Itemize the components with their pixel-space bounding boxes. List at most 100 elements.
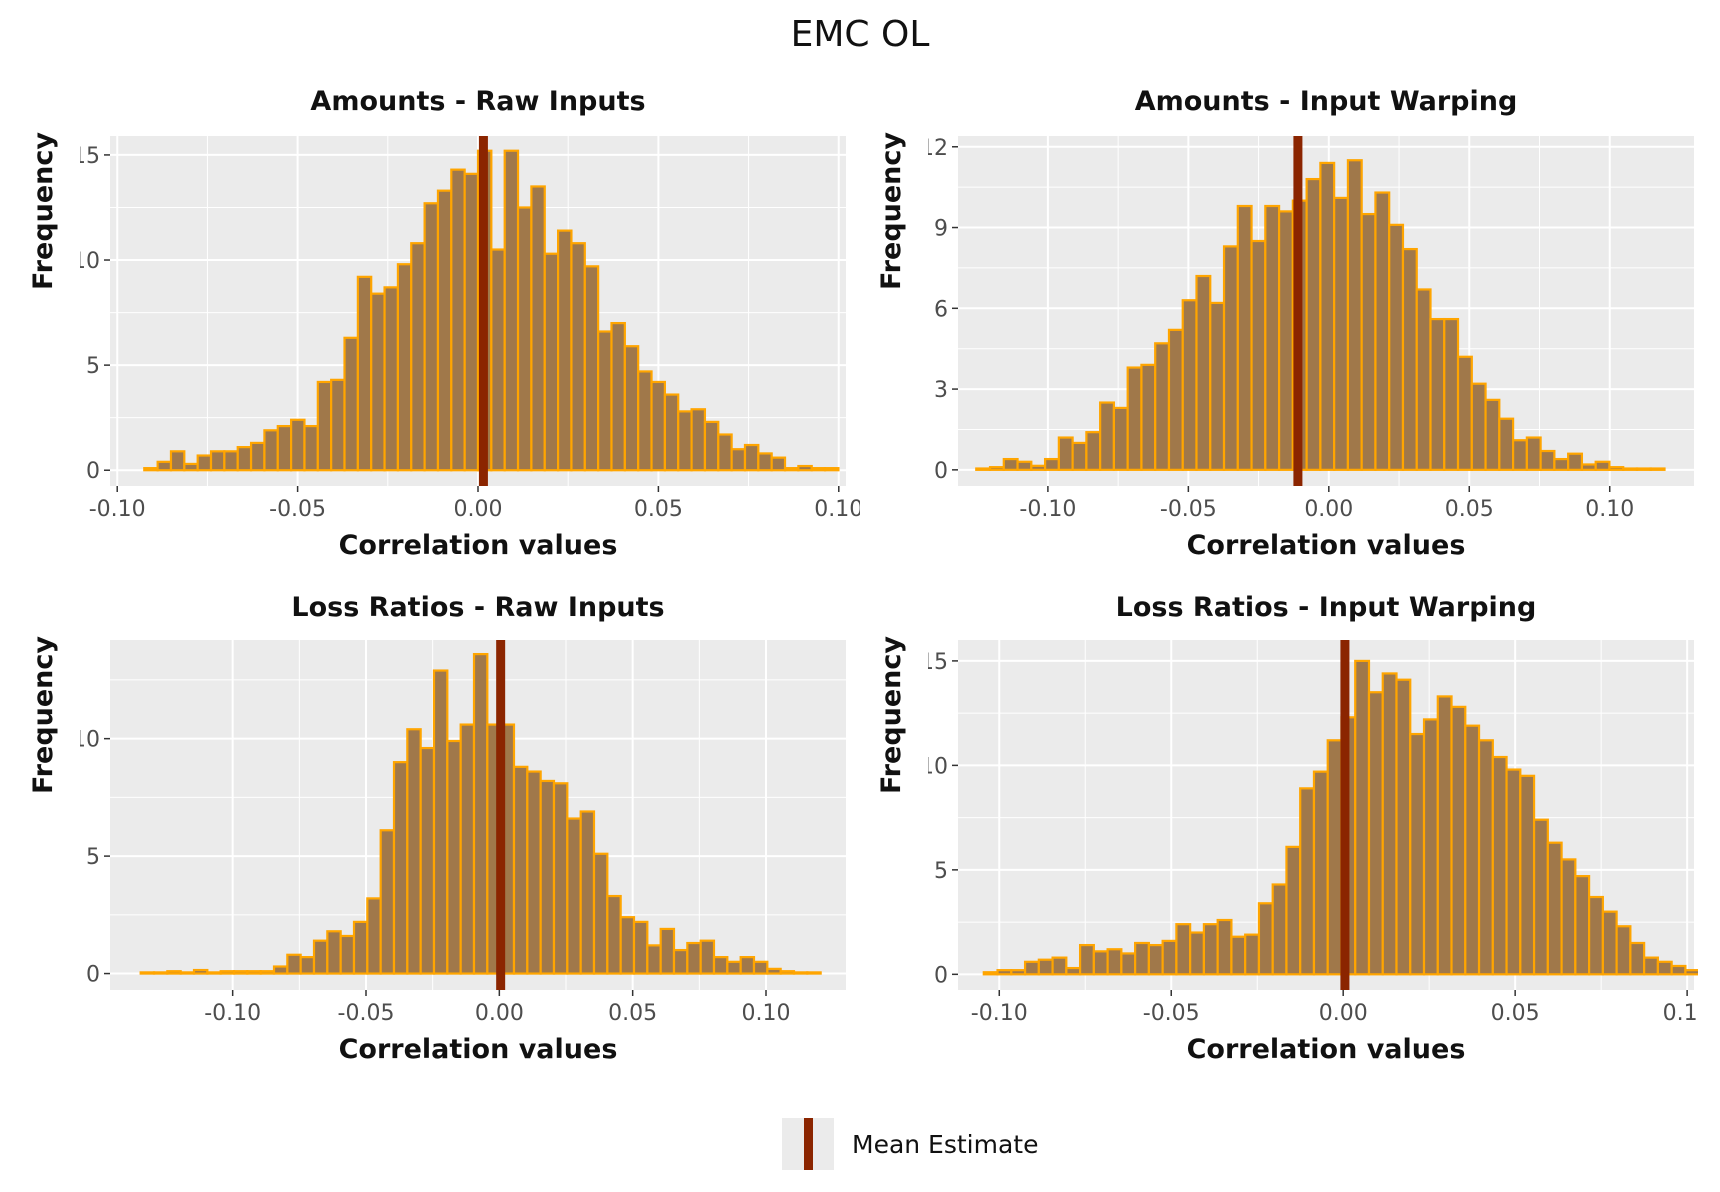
x-tick-label: 0.10 — [742, 1001, 791, 1026]
x-tick-label: -0.05 — [269, 497, 326, 522]
histogram-bar — [1010, 969, 1027, 976]
histogram-bar — [592, 852, 609, 975]
x-tick-label: 0.00 — [1319, 1001, 1368, 1026]
histogram-bar — [779, 970, 796, 975]
x-tick-label: 0.00 — [475, 1001, 524, 1026]
histogram-bar — [1532, 818, 1549, 976]
histogram-bar — [1381, 672, 1398, 976]
histogram-bar — [637, 370, 653, 472]
histogram-bar — [503, 149, 520, 472]
histogram-bar — [552, 782, 569, 975]
histogram-bar — [1305, 177, 1322, 471]
histogram-bar — [690, 408, 707, 472]
x-tick-label: -0.10 — [204, 1001, 261, 1026]
histogram-bar — [1656, 960, 1673, 976]
histogram-bar — [1065, 966, 1082, 976]
histogram-bar — [1601, 910, 1618, 976]
x-tick-label: 0.10 — [1663, 1001, 1698, 1026]
histogram-bar — [659, 927, 676, 975]
ylabel-loss-raw: Frequency — [28, 635, 59, 795]
histogram-bar — [597, 330, 613, 472]
histogram-bar — [1230, 935, 1247, 976]
histogram-bar — [1546, 841, 1563, 976]
histogram-bar — [1360, 212, 1377, 471]
histogram-bar — [326, 930, 342, 975]
histogram-bar — [1649, 467, 1666, 471]
histogram-bar — [1277, 210, 1294, 471]
histogram-bar — [192, 968, 209, 975]
y-tick-label: 0 — [86, 459, 100, 484]
histogram-bar — [472, 652, 489, 975]
histogram-bar — [770, 456, 787, 472]
histogram-bar — [1333, 196, 1350, 471]
histogram-bar — [1629, 941, 1646, 976]
histogram-bar — [156, 460, 173, 472]
x-tick-label: 0.00 — [1304, 497, 1353, 522]
histogram-bar — [1519, 774, 1536, 976]
histogram-bar — [1222, 245, 1239, 471]
histogram-bar — [797, 464, 813, 472]
histogram-bar — [712, 956, 729, 975]
xlabel-amounts-raw: Correlation values — [338, 530, 618, 561]
histogram-bar — [219, 970, 236, 975]
histogram-bar — [610, 321, 626, 472]
chart-amounts-raw-inputs: -0.10 -0.05 0.00 0.05 0.10 0 5 10 15 — [80, 136, 860, 522]
histogram-bar — [672, 948, 689, 975]
histogram-bar — [686, 941, 702, 975]
y-tick-label: 0 — [934, 963, 948, 988]
histogram-bar — [356, 275, 373, 472]
histogram-bar — [1511, 439, 1528, 471]
panel-title-loss-raw: Loss Ratios - Raw Inputs — [291, 592, 665, 623]
histogram-bar — [1030, 464, 1047, 471]
x-tick-label: -0.10 — [971, 1001, 1028, 1026]
histogram-bar — [566, 817, 582, 975]
y-tick-label: 0 — [934, 459, 948, 484]
histogram-bar — [726, 960, 742, 975]
histogram-bar — [1354, 659, 1371, 976]
histogram-bar — [646, 944, 662, 975]
histogram-bar — [1388, 223, 1405, 471]
histogram-bar — [139, 971, 156, 975]
histogram-bar — [1443, 317, 1460, 471]
xlabel-loss-raw: Correlation values — [338, 1034, 618, 1065]
histogram-bar — [316, 380, 333, 472]
histogram-bar — [339, 934, 356, 975]
y-tick-label: 9 — [934, 217, 948, 242]
histogram-bar — [272, 965, 289, 975]
histogram-bar — [823, 467, 840, 472]
histogram-bar — [1120, 952, 1137, 976]
histogram-bar — [752, 960, 769, 975]
y-tick-label: 10 — [80, 728, 100, 753]
ylabel-amounts-raw: Frequency — [28, 131, 59, 291]
histogram-bar — [179, 971, 196, 975]
histogram-bar — [143, 467, 159, 472]
histogram-bar — [1395, 678, 1412, 976]
y-tick-label: 10 — [928, 754, 948, 779]
histogram-bar — [806, 971, 822, 975]
ylabel-loss-warp: Frequency — [876, 635, 907, 795]
histogram-bar — [406, 728, 422, 975]
x-tick-label: 0.05 — [608, 1001, 657, 1026]
histogram-bar — [1209, 301, 1226, 471]
histogram-bar — [792, 971, 809, 975]
histogram-bar — [717, 433, 733, 472]
mean-estimate-line — [1340, 640, 1350, 990]
histogram-bar — [699, 939, 716, 975]
histogram-bar — [1112, 406, 1129, 471]
histogram-bar — [1374, 191, 1391, 471]
histogram-bar — [1271, 883, 1288, 976]
histogram-bar — [1181, 299, 1198, 471]
histogram-bar — [290, 418, 306, 472]
x-tick-label: 0.10 — [1585, 497, 1634, 522]
histogram-bar — [623, 345, 640, 472]
histogram-bar — [419, 746, 436, 975]
histogram-bar — [379, 829, 396, 975]
histogram-bar — [1257, 902, 1274, 976]
histogram-bar — [259, 970, 276, 975]
histogram-bar — [1615, 925, 1632, 976]
histogram-bar — [766, 967, 782, 975]
histogram-bar — [246, 970, 262, 975]
histogram-bar — [312, 939, 329, 975]
mean-estimate-line — [478, 136, 488, 486]
histogram-bar — [1037, 958, 1054, 976]
